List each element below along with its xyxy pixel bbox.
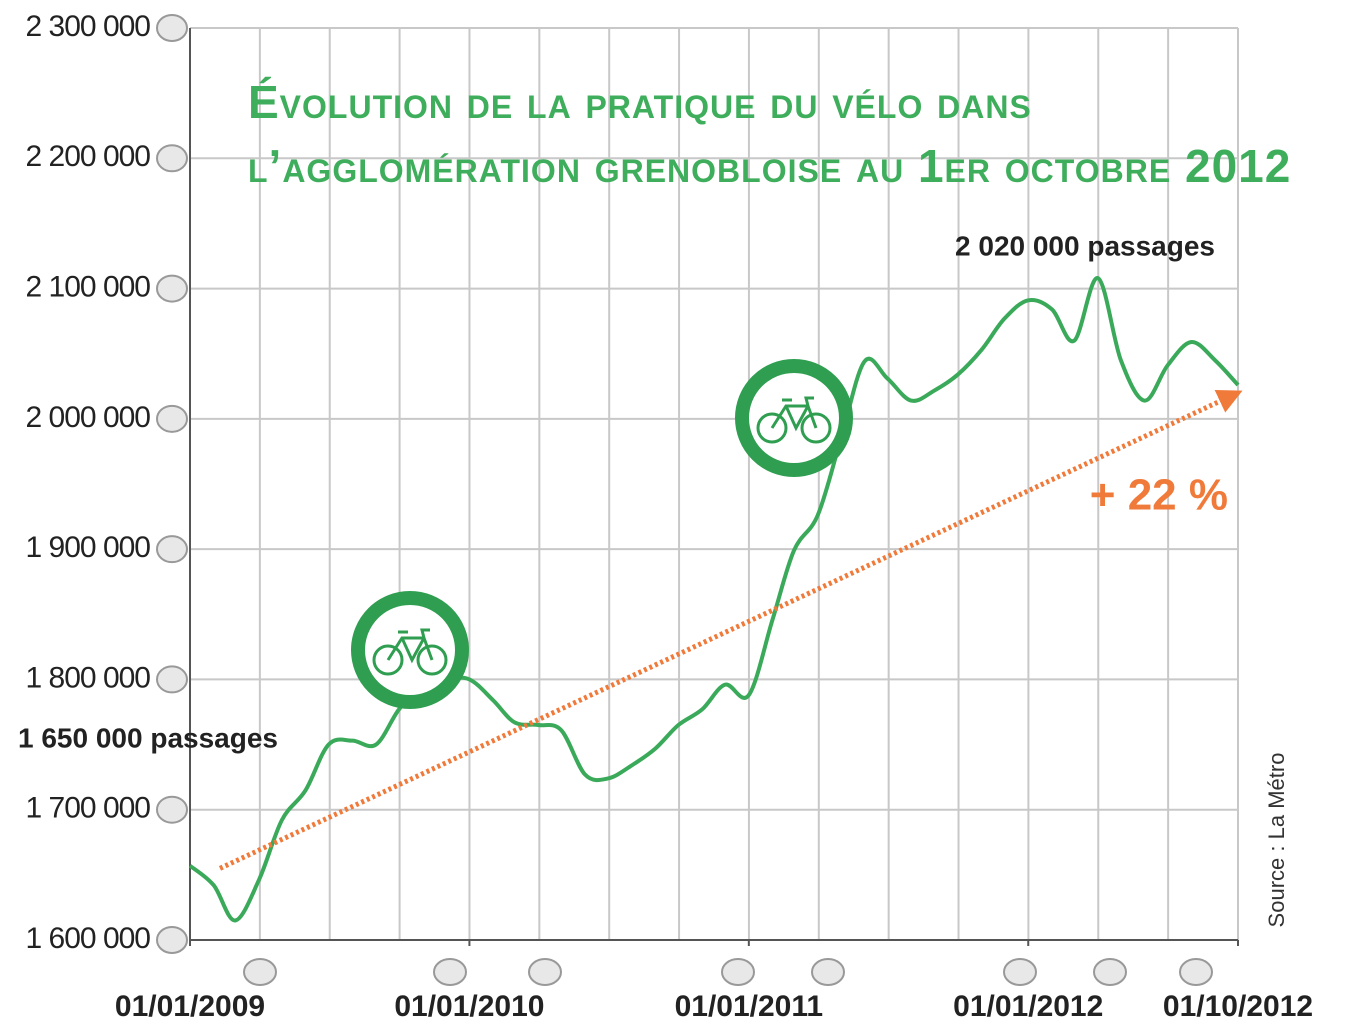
timeline-dots	[243, 958, 1213, 986]
y-tick-label: 2 000 000	[26, 401, 151, 434]
tick-dot	[156, 665, 188, 694]
y-tick-label: 2 200 000	[26, 140, 151, 173]
tick-dot	[156, 926, 188, 954]
annotation: 1 650 000 passages	[18, 722, 278, 753]
x-tick-label: 01/10/2012	[1163, 990, 1313, 1023]
annotation: 2 020 000 passages	[955, 230, 1215, 261]
annotation: + 22 %	[1090, 471, 1228, 520]
chart-title: Évolution de la pratique du vélo dans l’…	[248, 76, 1292, 192]
y-tick-label: 2 100 000	[26, 270, 151, 303]
x-tick-label: 01/01/2011	[675, 990, 824, 1023]
y-tick-label: 1 900 000	[26, 531, 151, 564]
bike-icon	[351, 591, 469, 709]
tick-dot	[156, 144, 188, 173]
grid	[156, 14, 1239, 954]
tick-dot	[156, 14, 188, 42]
tick-dot	[156, 795, 188, 824]
tick-dot	[156, 404, 188, 433]
y-tick-label: 2 300 000	[26, 10, 151, 43]
bike-icon	[735, 359, 853, 477]
trend-arrow	[218, 389, 1243, 871]
tick-dot	[156, 535, 188, 564]
x-tick-label: 01/01/2009	[115, 990, 265, 1023]
source: Source : La Métro	[1264, 753, 1289, 928]
y-tick-label: 1 600 000	[26, 922, 151, 955]
tick-dot	[156, 274, 188, 303]
y-tick-label: 1 700 000	[26, 792, 151, 825]
x-tick-label: 01/01/2010	[394, 990, 544, 1023]
x-tick-label: 01/01/2012	[953, 990, 1103, 1023]
y-tick-label: 1 800 000	[26, 661, 151, 694]
line	[188, 276, 1240, 923]
